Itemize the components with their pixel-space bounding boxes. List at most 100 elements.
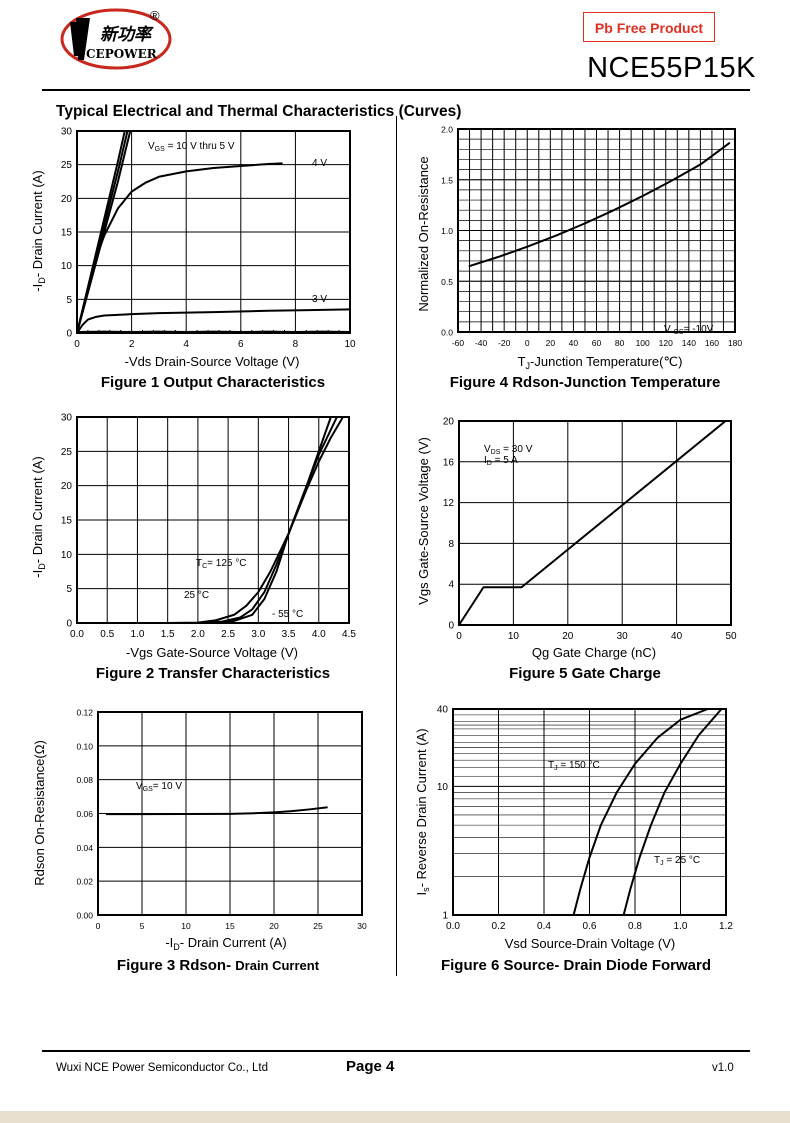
fig4-x-tick-label: 180 (728, 338, 742, 348)
fig6-x-tick-label: 1.2 (719, 921, 733, 932)
fig2-annotation-25c: 25 °C (184, 590, 209, 601)
fig5-x-tick-label: 0 (456, 631, 462, 642)
figure-5-chart: VDS = 30 V ID = 5 A Qg Gate Charge (nC) … (396, 405, 790, 665)
fig2-y-axis-title: -ID- Drain Current (A) (30, 456, 47, 577)
fig3-y-axis-title: Rdson On-Resistance(Ω) (32, 740, 47, 886)
figure-2-plot: TC= 125 °C 25 °C - 55 °C -Vgs Gate-Sourc… (30, 413, 356, 661)
fig5-x-tick-label: 50 (725, 631, 737, 642)
fig5-y-tick-label: 20 (443, 417, 455, 428)
fig6-x-tick-label: 0.8 (628, 921, 642, 932)
header-rule (42, 89, 750, 91)
fig3-y-tick-label: 0.04 (76, 843, 93, 853)
fig6-y-tick-label: 40 (437, 705, 449, 716)
fig4-x-tick-label: 0 (525, 338, 530, 348)
registered-mark: ® (150, 8, 160, 23)
fig2-annotation-tc125: TC= 125 °C (196, 558, 246, 570)
fig4-y-tick-label: 0.5 (441, 277, 453, 287)
fig3-y-tick-label: 0.10 (76, 741, 93, 751)
fig5-x-axis-title: Qg Gate Charge (nC) (532, 645, 656, 660)
figure-4-caption: Figure 4 Rdson-Junction Temperature (449, 374, 721, 391)
fig1-x-tick-label: 4 (183, 339, 189, 350)
fig4-y-axis-title: Normalized On-Resistance (416, 156, 431, 311)
fig4-x-tick-label: -60 (452, 338, 465, 348)
fig4-x-tick-label: 160 (705, 338, 719, 348)
footer-page-number: Page 4 (346, 1058, 395, 1075)
fig1-y-tick-label: 5 (66, 295, 72, 306)
fig3-y-tick-label: 0.08 (76, 775, 93, 785)
fig5-y-tick-label: 12 (443, 498, 455, 509)
fig4-x-tick-label: 80 (615, 338, 625, 348)
fig5-annotation-id: ID = 5 A (484, 455, 518, 467)
logo-text-en: CEPOWER (86, 47, 158, 61)
fig3-plot-frame (97, 711, 363, 916)
fig2-x-tick-label: 3.5 (282, 629, 296, 640)
fig4-annotation-vgs: V GS= -10V (664, 324, 714, 336)
fig3-series-line-1 (105, 806, 328, 816)
fig3-x-tick-label: 30 (357, 921, 367, 931)
fig1-y-tick-label: 15 (61, 228, 73, 239)
fig5-y-tick-label: 0 (448, 621, 454, 632)
figure-1-caption: Figure 1 Output Characteristics (100, 374, 326, 391)
fig6-x-tick-label: 0.2 (492, 921, 506, 932)
fig2-x-tick-label: 1.5 (161, 629, 175, 640)
fig2-x-tick-label: 0.5 (100, 629, 114, 640)
fig4-y-tick-label: 0.0 (441, 328, 453, 338)
fig1-x-axis-title: -Vds Drain-Source Voltage (V) (125, 354, 300, 369)
fig3-annotation-vgs: VGS= 10 V (136, 781, 182, 793)
fig3-y-tick-label: 0.02 (76, 877, 93, 887)
fig3-x-tick-label: 20 (269, 921, 279, 931)
figure-6-caption: Figure 6 Source- Drain Diode Forward (440, 957, 712, 974)
fig2-x-tick-label: 0.0 (70, 629, 84, 640)
fig6-x-tick-label: 0.6 (583, 921, 597, 932)
fig1-y-tick-label: 30 (61, 127, 73, 138)
fig5-series-line-1 (458, 420, 727, 626)
fig1-annotation-vgs: VGS = 10 V thru 5 V (148, 141, 235, 153)
fig2-y-tick-label: 10 (61, 550, 73, 561)
figure-3-chart: VGS= 10 V -ID- Drain Current (A) Rdson O… (0, 700, 396, 960)
fig1-series-line-4 (76, 162, 283, 334)
figure-6-chart: TJ = 150 °C TJ = 25 °C Vsd Source-Drain … (396, 700, 790, 960)
fig4-y-tick-label: 2.0 (441, 125, 453, 135)
fig4-x-tick-label: 40 (569, 338, 579, 348)
fig1-x-tick-label: 0 (74, 339, 80, 350)
fig2-series-line-3 (76, 416, 344, 624)
fig3-x-tick-label: 15 (225, 921, 235, 931)
fig6-x-tick-label: 1.0 (674, 921, 688, 932)
fig3-x-tick-label: 10 (181, 921, 191, 931)
fig1-y-tick-label: 25 (61, 160, 73, 171)
fig6-series-line-2 (622, 708, 723, 916)
fig2-x-tick-label: 3.0 (251, 629, 265, 640)
figure-2-chart: TC= 125 °C 25 °C - 55 °C -Vgs Gate-Sourc… (0, 405, 396, 665)
figure-5-plot: VDS = 30 V ID = 5 A Qg Gate Charge (nC) … (416, 417, 737, 661)
logo-text-cn: 新功率 (100, 25, 154, 45)
fig1-y-tick-label: 0 (66, 329, 72, 340)
footer-company: Wuxi NCE Power Semiconductor Co., Ltd (56, 1062, 268, 1074)
fig5-y-tick-label: 4 (448, 580, 454, 591)
fig2-x-axis-title: -Vgs Gate-Source Voltage (V) (126, 645, 298, 660)
fig2-y-tick-label: 5 (66, 584, 72, 595)
fig2-annotation-m55c: - 55 °C (272, 609, 303, 620)
fig6-annotation-tj25: TJ = 25 °C (654, 855, 700, 867)
fig3-y-tick-label: 0.00 (76, 911, 93, 921)
fig3-x-tick-label: 0 (96, 921, 101, 931)
part-number: NCE55P15K (587, 52, 756, 84)
fig2-x-tick-label: 4.5 (342, 629, 356, 640)
fig3-x-tick-label: 5 (140, 921, 145, 931)
fig4-x-tick-label: 20 (546, 338, 556, 348)
fig1-annotation-4v: 4 V (312, 158, 327, 169)
fig6-x-tick-label: 0.0 (446, 921, 460, 932)
fig6-plot-frame (452, 708, 727, 916)
figure-3-plot: VGS= 10 V -ID- Drain Current (A) Rdson O… (32, 708, 367, 953)
fig5-x-tick-label: 30 (617, 631, 629, 642)
fig2-y-tick-label: 25 (61, 447, 73, 458)
footer-rule (42, 1050, 750, 1052)
fig2-y-tick-label: 30 (61, 413, 73, 424)
figure-4-chart: V GS= -10V TJ-Junction Temperature(℃) No… (396, 118, 790, 378)
fig4-series-line-1 (468, 142, 731, 268)
fig2-x-tick-label: 4.0 (312, 629, 326, 640)
fig4-y-tick-label: 1.5 (441, 175, 453, 185)
figure-3-caption: Figure 3 Rdson- Drain Current (116, 957, 320, 974)
fig4-plot-frame (457, 128, 736, 333)
fig5-x-tick-label: 20 (562, 631, 574, 642)
fig3-x-axis-title: -ID- Drain Current (A) (165, 935, 286, 952)
